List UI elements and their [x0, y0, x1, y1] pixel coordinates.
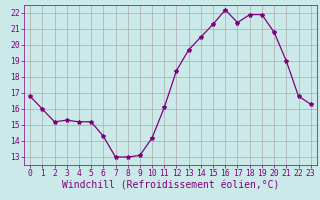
X-axis label: Windchill (Refroidissement éolien,°C): Windchill (Refroidissement éolien,°C)	[62, 181, 279, 191]
